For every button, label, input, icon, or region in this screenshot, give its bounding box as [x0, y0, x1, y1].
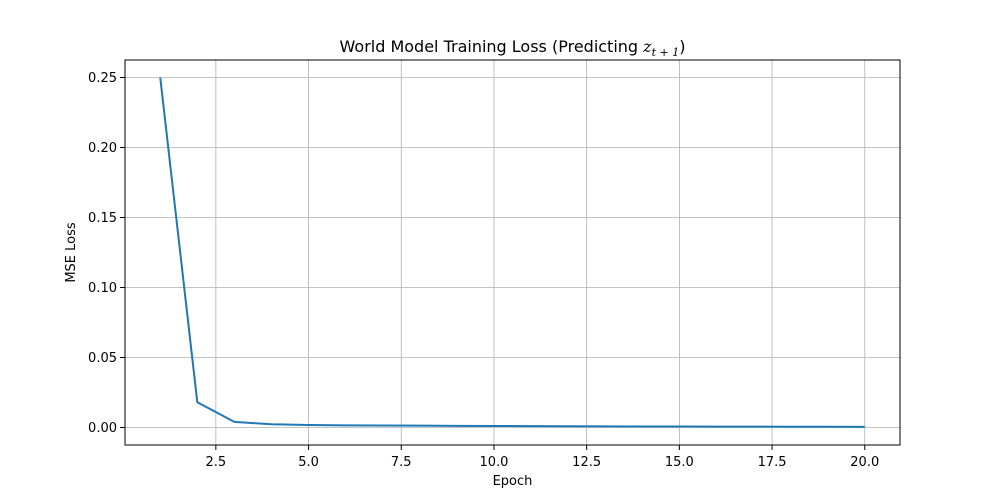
x-tick-label: 5.0: [298, 455, 319, 470]
chart-title-prefix: World Model Training Loss (Predicting: [340, 37, 644, 56]
series-layer: [159, 77, 865, 428]
x-tick-label: 20.0: [850, 455, 879, 470]
y-axis: 0.00 0.05 0.10 0.15 0.20 0.25: [88, 71, 125, 436]
y-axis-label: MSE Loss: [64, 222, 79, 283]
y-tick-label: 0.10: [88, 281, 117, 296]
chart-title-math-var: z: [642, 37, 652, 56]
x-tick-label: 2.5: [206, 455, 227, 470]
y-tick-label: 0.00: [88, 421, 117, 436]
x-tick-label: 17.5: [758, 455, 787, 470]
chart-title-math-sub: t + 1: [652, 46, 680, 59]
y-tick-label: 0.15: [88, 211, 117, 226]
chart-title: World Model Training Loss (Predicting zt…: [340, 37, 686, 59]
y-tick-label: 0.05: [88, 351, 117, 366]
plot-frame: [124, 59, 901, 446]
y-tick-label: 0.20: [88, 141, 117, 156]
x-tick-label: 7.5: [391, 455, 412, 470]
x-tick-label: 10.0: [479, 455, 508, 470]
series-line: [159, 77, 865, 428]
grid: [125, 60, 900, 445]
chart-title-suffix: ): [679, 37, 685, 56]
y-tick-label: 0.25: [88, 71, 117, 86]
x-axis-label: Epoch: [493, 474, 533, 489]
x-tick-label: 15.0: [665, 455, 694, 470]
x-tick-label: 12.5: [572, 455, 601, 470]
x-axis: 2.5 5.0 7.5 10.0 12.5 15.0 17.5 20.0: [206, 445, 879, 470]
